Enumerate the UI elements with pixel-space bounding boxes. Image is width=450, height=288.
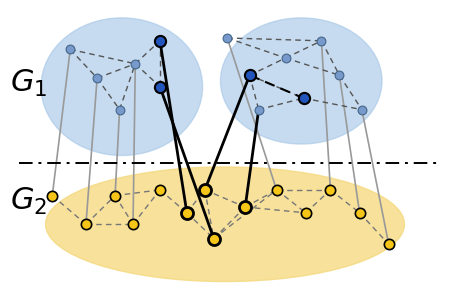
Point — [358, 107, 365, 112]
Point — [132, 61, 139, 66]
Point — [156, 39, 163, 43]
Point — [300, 96, 307, 101]
Point — [183, 211, 190, 215]
Point — [130, 222, 137, 227]
Point — [67, 47, 74, 52]
Point — [246, 73, 253, 77]
Point — [156, 187, 163, 192]
Ellipse shape — [45, 167, 405, 282]
Point — [255, 107, 262, 112]
Point — [156, 84, 163, 89]
Point — [385, 242, 392, 247]
Point — [302, 211, 309, 215]
Point — [282, 56, 289, 60]
Ellipse shape — [220, 18, 382, 144]
Point — [112, 193, 119, 198]
Point — [201, 187, 208, 192]
Ellipse shape — [41, 18, 202, 156]
Point — [327, 187, 334, 192]
Point — [82, 222, 90, 227]
Text: $G_2$: $G_2$ — [9, 186, 47, 217]
Point — [210, 236, 217, 241]
Point — [94, 76, 101, 80]
Point — [336, 73, 343, 77]
Point — [242, 205, 249, 209]
Point — [116, 107, 123, 112]
Point — [356, 211, 363, 215]
Point — [224, 36, 231, 40]
Point — [49, 193, 56, 198]
Text: $G_1$: $G_1$ — [9, 68, 47, 99]
Point — [273, 187, 280, 192]
Point — [318, 39, 325, 43]
